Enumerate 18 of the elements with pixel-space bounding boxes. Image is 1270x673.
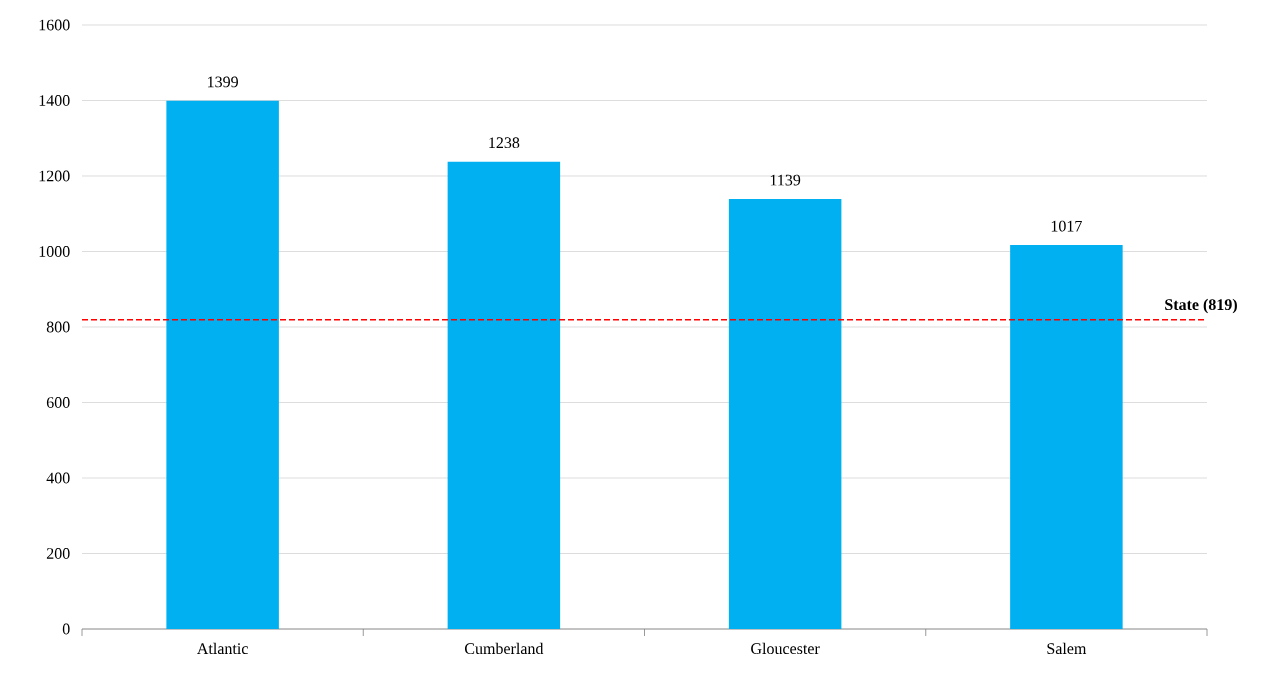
x-tick-label: Gloucester xyxy=(751,642,820,655)
x-tick-label: Atlantic xyxy=(197,642,248,655)
data-label: 1399 xyxy=(208,76,238,88)
data-label: 1139 xyxy=(770,174,801,186)
data-label: 1017 xyxy=(1051,220,1082,232)
y-tick-label: 200 xyxy=(46,548,70,559)
data-label: 1238 xyxy=(489,137,520,149)
x-tick-label: Salem xyxy=(1047,642,1087,655)
y-tick-label: 0 xyxy=(62,623,70,635)
y-tick-label: 600 xyxy=(46,397,70,408)
y-tick-label: 400 xyxy=(46,472,70,484)
y-tick-label: 1400 xyxy=(39,95,70,106)
y-tick-label: 1200 xyxy=(39,170,70,182)
x-tick-label: Cumberland xyxy=(464,642,544,655)
y-tick-label: 1000 xyxy=(39,246,70,257)
y-tick-label: 1600 xyxy=(39,19,70,31)
ref-line-label: State (819) xyxy=(1165,298,1237,314)
y-tick-label: 800 xyxy=(46,321,70,333)
